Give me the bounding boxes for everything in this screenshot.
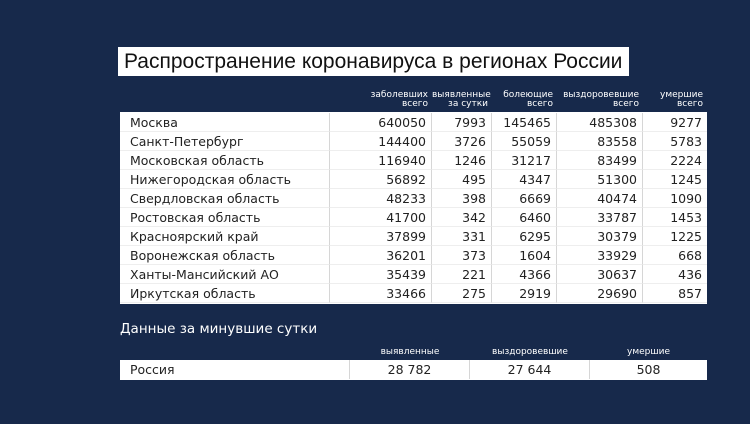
cell-value: 7993 [432,113,492,132]
column-header: умершие [660,90,703,100]
cell-value: 83558 [557,132,643,151]
cell-value: 3726 [432,132,492,151]
cell-value: 1245 [643,170,707,189]
column-header: за сутки [448,99,488,109]
title: Распространение коронавируса в регионах … [118,47,629,76]
cell-value: 668 [643,246,707,265]
region-name: Иркутская область [120,284,330,303]
cell-value: 83499 [557,151,643,170]
table-box [120,112,707,304]
cell-value: 56892 [330,170,432,189]
cell-value: 35439 [330,265,432,284]
region-name: Красноярский край [120,227,330,246]
summary-box [120,360,707,380]
column-header: заболевших [370,90,428,100]
cell-value: 30379 [557,227,643,246]
cell-value: 857 [643,284,707,303]
region-name: Московская область [120,151,330,170]
cell-value: 48233 [330,189,432,208]
cell-value: 6295 [492,227,557,246]
cell-value: 5783 [643,132,707,151]
cell-value: 36201 [330,246,432,265]
cell-value: 30637 [557,265,643,284]
summary-header: умершие [627,347,670,357]
column-header: всего [401,99,428,109]
cell-value: 33929 [557,246,643,265]
cell-value: 373 [432,246,492,265]
cell-value: 9277 [643,113,707,132]
cell-value: 55059 [492,132,557,151]
cell-value: 436 [643,265,707,284]
cell-value: 2224 [643,151,707,170]
column-header: выздоровевшие [563,90,639,100]
region-name: Санкт-Петербург [120,132,330,151]
summary-header: выздоровевшие [492,347,568,357]
column-header: болеющие [503,90,553,100]
cell-value: 41700 [330,208,432,227]
cell-value: 33787 [557,208,643,227]
cell-value: 2919 [492,284,557,303]
cell-value: 485308 [557,113,643,132]
cell-value: 398 [432,189,492,208]
cell-value: 640050 [330,113,432,132]
column-header: всего [526,99,553,109]
column-header: выявленные [432,90,491,100]
cell-value: 331 [432,227,492,246]
summary-value: 27 644 [470,360,590,379]
column-header: всего [612,99,639,109]
cell-value: 145465 [492,113,557,132]
cell-value: 6669 [492,189,557,208]
cell-value: 4366 [492,265,557,284]
cell-value: 275 [432,284,492,303]
cell-value: 495 [432,170,492,189]
cell-value: 1225 [643,227,707,246]
summary-value: 28 782 [350,360,470,379]
region-name: Ханты-Мансийский АО [120,265,330,284]
region-name: Воронежская область [120,246,330,265]
cell-value: 1090 [643,189,707,208]
cell-value: 51300 [557,170,643,189]
cell-value: 6460 [492,208,557,227]
region-name: Москва [120,113,330,132]
cell-value: 31217 [492,151,557,170]
cell-value: 342 [432,208,492,227]
cell-value: 4347 [492,170,557,189]
cell-value: 40474 [557,189,643,208]
cell-value: 144400 [330,132,432,151]
cell-value: 1453 [643,208,707,227]
summary-title: Данные за минувшие сутки [120,321,318,337]
column-header: всего [676,99,703,109]
region-name: Свердловская область [120,189,330,208]
region-name: Нижегородская область [120,170,330,189]
summary-header: выявленные [380,347,440,357]
summary-value: 508 [636,362,661,377]
cell-value: 37899 [330,227,432,246]
region-name: Ростовская область [120,208,330,227]
cell-value: 29690 [557,284,643,303]
summary-name: Россия [120,360,350,379]
cell-value: 1604 [492,246,557,265]
cell-value: 33466 [330,284,432,303]
cell-value: 116940 [330,151,432,170]
cell-value: 1246 [432,151,492,170]
cell-value: 221 [432,265,492,284]
